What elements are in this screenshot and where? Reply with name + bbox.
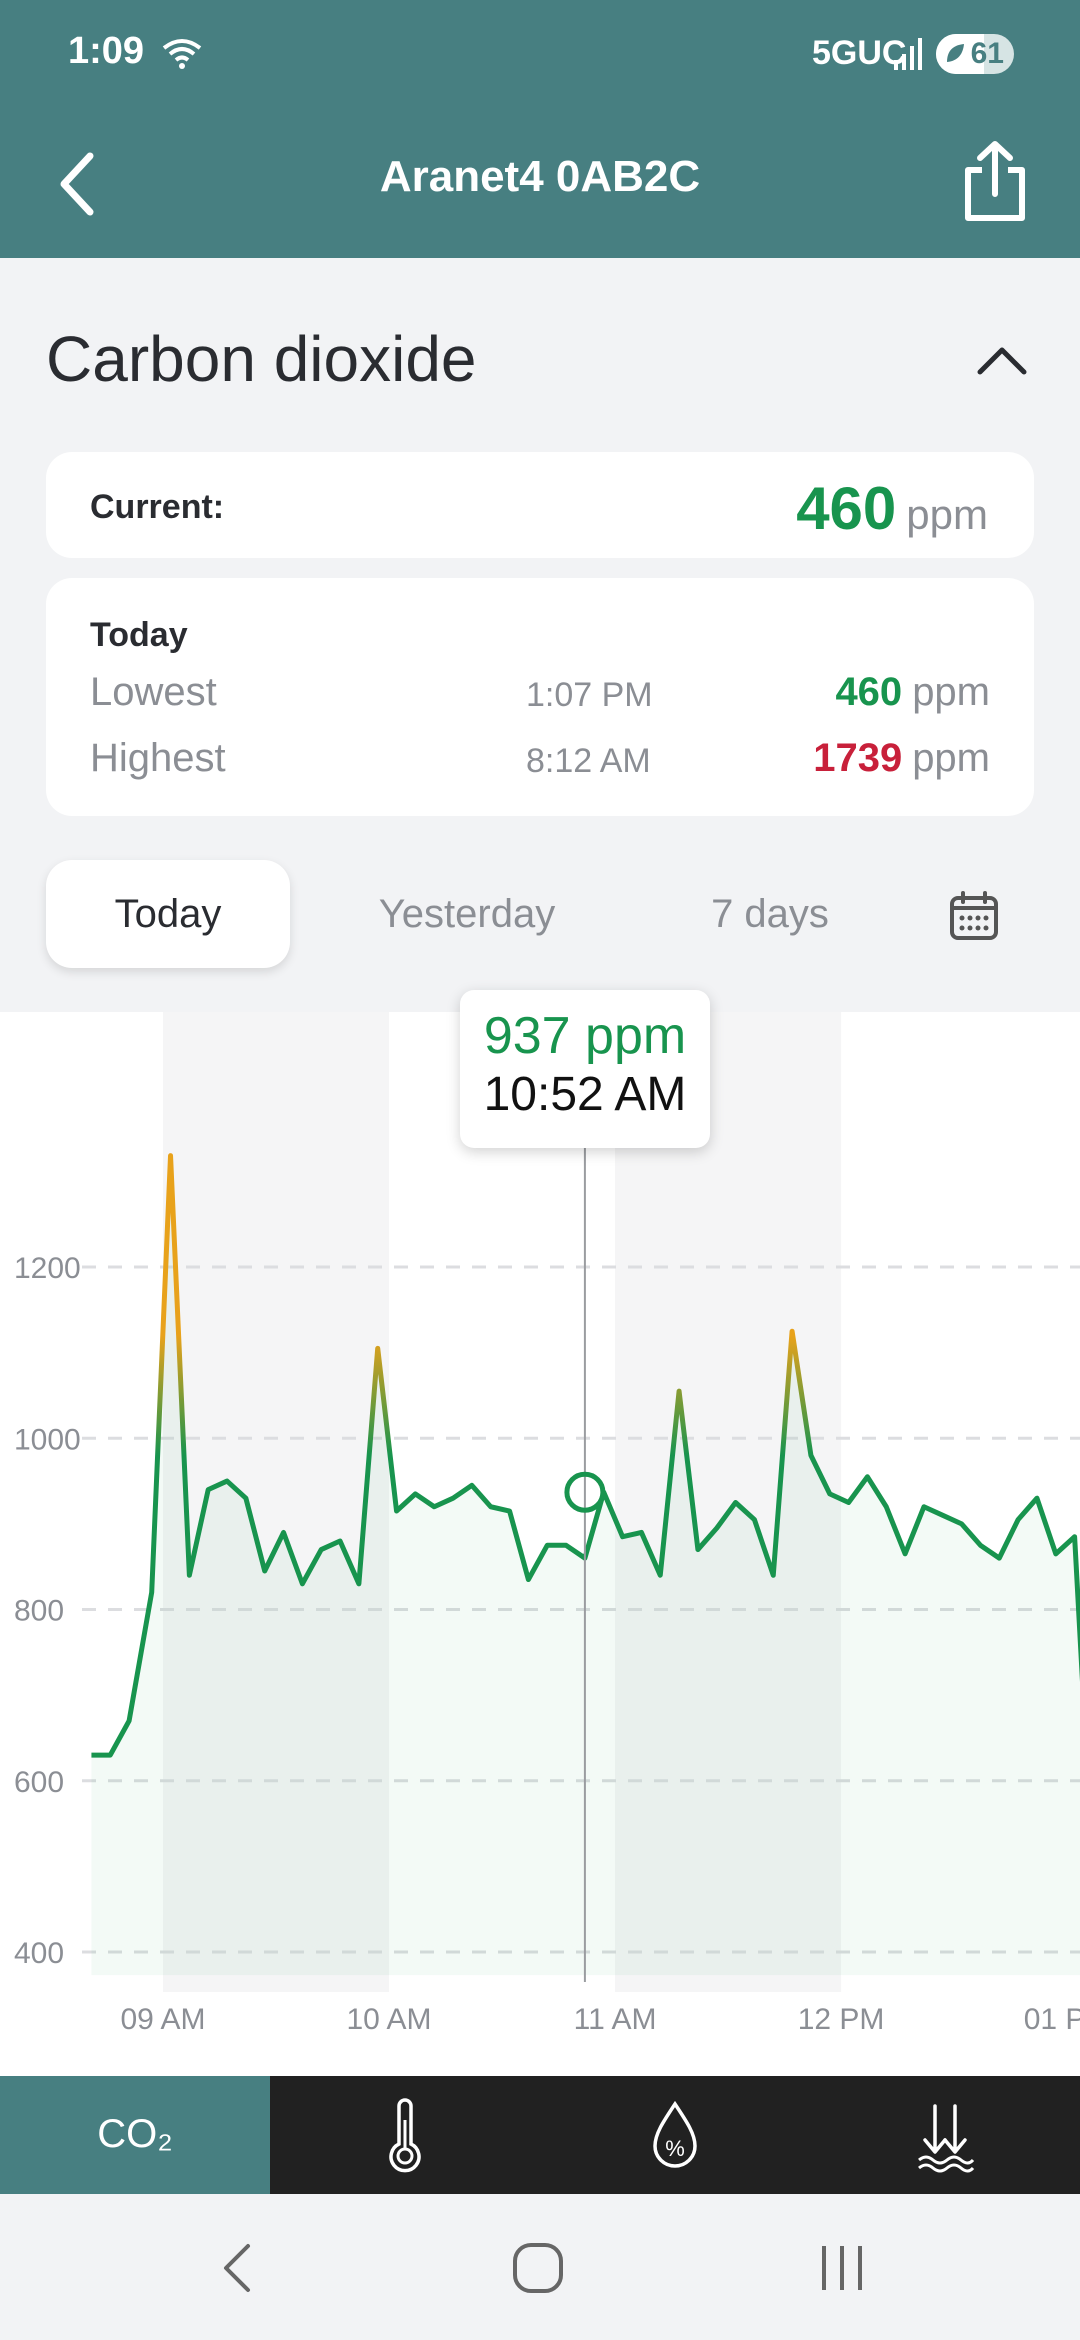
today-stats-card: Today Lowest 1:07 PM 460 ppm Highest 8:12…	[46, 578, 1034, 816]
chevron-up-icon[interactable]	[972, 340, 1032, 380]
wifi-icon	[162, 39, 202, 69]
x-tick-label: 01 PM	[1024, 2003, 1080, 2036]
tab-co2[interactable]: CO₂	[0, 2076, 270, 2194]
app-bar: Aranet4 0AB2C	[0, 108, 1080, 258]
highest-unit: ppm	[912, 736, 990, 780]
tab-7-days[interactable]: 7 days	[711, 892, 829, 936]
current-unit: ppm	[906, 491, 988, 538]
home-icon[interactable]	[508, 2238, 568, 2298]
y-tick-label: 1000	[14, 1423, 81, 1456]
network-label: 5GUC	[812, 34, 907, 72]
power-saving-leaf-icon	[947, 44, 964, 62]
section-title: Carbon dioxide	[46, 323, 477, 395]
current-label: Current:	[90, 488, 225, 526]
tab-yesterday[interactable]: Yesterday	[378, 892, 556, 936]
lowest-value: 460 ppm	[835, 670, 990, 715]
tab-temperature[interactable]	[270, 2076, 540, 2194]
tab-pressure[interactable]	[810, 2076, 1080, 2194]
page-title: Aranet4 0AB2C	[379, 152, 701, 201]
series-line	[91, 1153, 1080, 1758]
tooltip-value: 937 ppm	[483, 1007, 687, 1065]
humidity-drop-icon: %	[653, 2100, 697, 2168]
calendar-icon[interactable]	[948, 890, 1000, 942]
y-tick-label: 600	[14, 1766, 64, 1799]
x-tick-label: 09 AM	[120, 2003, 205, 2036]
highest-label: Highest	[90, 736, 226, 780]
co2-label: CO₂	[97, 2112, 173, 2156]
current-value-card: Current: 460 ppm	[46, 452, 1034, 558]
lowest-time: 1:07 PM	[526, 676, 653, 714]
system-navigation-bar	[0, 2194, 1080, 2340]
metric-tab-bar: CO₂ %	[0, 2076, 1080, 2194]
highest-value: 1739 ppm	[813, 736, 990, 781]
battery-level: 61	[970, 37, 1004, 70]
x-tick-label: 11 AM	[574, 2003, 657, 2036]
signal-icon	[894, 38, 922, 70]
pressure-icon	[918, 2104, 975, 2173]
share-icon[interactable]	[960, 136, 1030, 226]
lowest-number: 460	[835, 670, 903, 714]
battery-indicator: 61	[936, 34, 1014, 74]
y-tick-label: 1200	[14, 1252, 81, 1285]
y-tick-label: 800	[14, 1595, 64, 1628]
lowest-label: Lowest	[90, 670, 217, 714]
back-arrow-icon[interactable]	[50, 146, 110, 222]
highest-time: 8:12 AM	[526, 742, 651, 780]
current-number: 460	[796, 475, 897, 542]
status-bar: 1:09 5GUC 61	[0, 0, 1080, 108]
x-tick-label: 12 PM	[798, 2003, 885, 2036]
y-tick-label: 400	[14, 1937, 64, 1970]
co2-chart-svg: 1200 1000 800 600 400 09 AM 10 AM 11 AM 12 PM 01 …	[14, 1012, 1080, 2036]
hour-band	[615, 1012, 842, 1992]
co2-chart[interactable]: 1200 1000 800 600 400 09 AM 10 AM 11 AM 12 PM 01 …	[0, 1012, 1080, 2076]
hour-band	[163, 1012, 390, 1992]
recents-icon[interactable]	[812, 2238, 872, 2298]
tab-today[interactable]: Today	[46, 860, 290, 968]
x-tick-label: 10 AM	[346, 2003, 431, 2036]
thermometer-icon	[389, 2098, 421, 2173]
back-icon[interactable]	[210, 2238, 270, 2298]
lowest-unit: ppm	[912, 670, 990, 714]
selected-point-marker	[564, 1471, 606, 1513]
tooltip-time: 10:52 AM	[483, 1068, 687, 1121]
chart-tooltip: 937 ppm 10:52 AM	[460, 990, 710, 1148]
current-value: 460 ppm	[796, 474, 988, 543]
lowest-row: Lowest 1:07 PM 460 ppm	[90, 670, 990, 720]
status-time: 1:09	[68, 30, 145, 72]
tab-humidity[interactable]: %	[540, 2076, 810, 2194]
svg-text:%: %	[665, 2136, 685, 2161]
today-heading: Today	[90, 616, 188, 654]
highest-row: Highest 8:12 AM 1739 ppm	[90, 736, 990, 786]
highest-number: 1739	[813, 736, 903, 780]
